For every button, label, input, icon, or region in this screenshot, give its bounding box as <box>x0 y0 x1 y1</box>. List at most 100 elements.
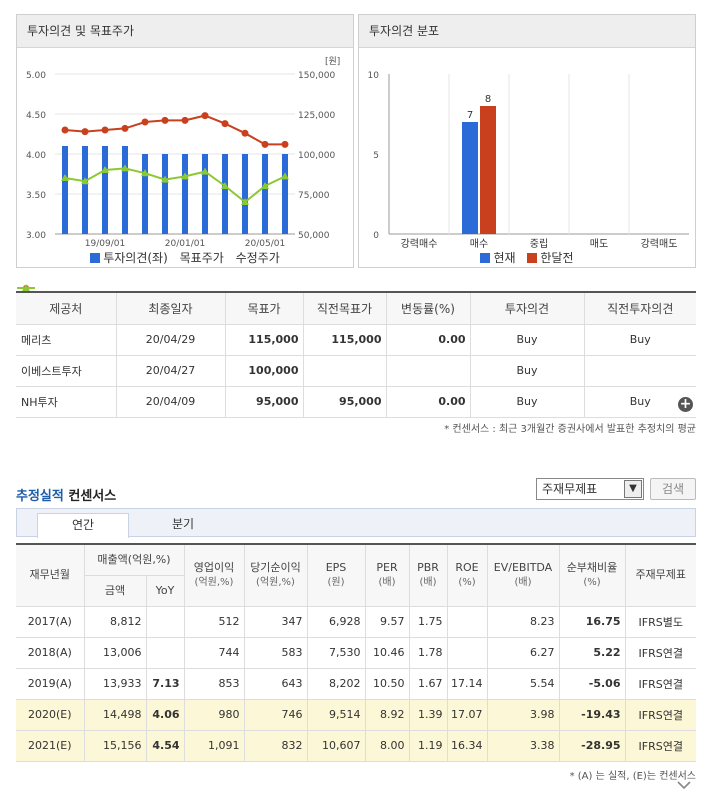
opinion-bar <box>282 154 288 234</box>
legend-target-price: 목표주가 <box>17 249 224 291</box>
table-row: 2018(A) 13,006 744 583 7,530 10.46 1.78 6.27 5.2… <box>16 636 696 669</box>
cell-pbr: 1.78 <box>408 636 448 669</box>
target-price-point <box>61 126 69 134</box>
opinion-bar <box>242 154 248 234</box>
adjusted-price-point <box>61 174 69 181</box>
category-label: 매도 <box>590 238 608 249</box>
col-roe: ROE (%) <box>446 543 488 607</box>
y-left-tick-label: 4.50 <box>26 111 46 121</box>
cell-sales-amount: 14,498 <box>83 698 147 731</box>
chevron-down-icon[interactable] <box>677 780 691 790</box>
opinion-bar <box>122 146 128 234</box>
cell-eps: 7,530 <box>306 636 366 669</box>
col-sales-yoy: YoY <box>145 574 184 607</box>
category-label: 강력매도 <box>641 238 678 249</box>
cell-pbr: 1.19 <box>408 729 448 762</box>
col-prev-opinion: 직전투자의견 <box>583 291 696 325</box>
search-button[interactable]: 검색 <box>650 478 696 500</box>
cell-net-debt: -5.06 <box>558 667 626 700</box>
cell-sales-amount: 15,156 <box>83 729 147 762</box>
table-row: NH투자 20/04/09 95,000 95,000 0.00 Buy Buy <box>16 385 696 418</box>
col-year: 재무년월 <box>16 543 85 607</box>
y-tick-label: 0 <box>373 231 379 241</box>
col-target: 목표가 <box>224 291 304 325</box>
legend-current: 현재 <box>480 249 516 266</box>
opinion-bar <box>182 154 188 234</box>
adjusted-price-line <box>64 167 286 204</box>
cell-year: 2017(A) <box>16 605 85 638</box>
y-right-unit: [원] <box>325 56 340 67</box>
adjusted-price-point <box>201 167 209 175</box>
target-price-point <box>141 118 149 126</box>
adjusted-price-point <box>281 172 289 180</box>
target-price-point <box>241 129 249 137</box>
cell-per: 9.57 <box>364 605 410 638</box>
legend-current-swatch <box>480 253 491 263</box>
category-label: 강력매수 <box>401 238 438 249</box>
col-ev-ebitda: EV/EBITDA (배) <box>486 543 560 607</box>
opinion-bar <box>142 154 148 234</box>
cell-per: 8.92 <box>364 698 410 731</box>
cell-ev-ebitda: 6.27 <box>486 636 560 669</box>
opinion-chart-title: 투자의견 및 목표주가 <box>17 15 353 48</box>
target-price-point <box>101 126 109 134</box>
col-prev-target: 직전목표가 <box>302 291 387 325</box>
cell-net-income: 832 <box>243 729 308 762</box>
cell-net-debt: -28.95 <box>558 729 626 762</box>
target-price-point <box>81 128 89 136</box>
cell-year: 2021(E) <box>16 729 85 762</box>
opinion-bar <box>222 154 228 234</box>
cell-sales-yoy: 4.54 <box>145 729 185 762</box>
legend-bar-swatch <box>90 253 101 263</box>
cell-op-income: 512 <box>183 605 245 638</box>
col-change: 변동률(%) <box>385 291 471 325</box>
table-row: 2017(A) 8,812 512 347 6,928 9.57 1.75 8.23 16.75… <box>16 605 696 638</box>
col-provider: 제공처 <box>16 291 117 325</box>
tab-quarter[interactable]: 분기 <box>171 517 195 531</box>
cell-net-income: 643 <box>243 667 308 700</box>
opinion-target-chart: 5.00 150,000 4.50 125,000 4.00 100,000 3.50 75,… <box>26 56 340 249</box>
y-left-tick-label: 5.00 <box>26 71 46 81</box>
x-tick-label: 20/01/01 <box>165 239 205 249</box>
broker-opinion-table: 제공처 최종일자 목표가 직전목표가 변동률(%) 투자의견 직전투자의견 메리… <box>16 291 696 418</box>
bar-value-label: 7 <box>467 110 473 121</box>
cell-sales-amount: 13,933 <box>83 667 147 700</box>
target-price-point <box>121 124 129 132</box>
cell-op-income: 744 <box>183 636 245 669</box>
opinion-bar <box>102 146 108 234</box>
x-tick-label: 20/05/01 <box>245 239 285 249</box>
legend-month-ago-swatch <box>527 253 538 263</box>
chevron-down-icon[interactable]: ▼ <box>624 480 642 498</box>
y-tick-label: 5 <box>373 151 379 161</box>
adjusted-price-point <box>261 182 269 189</box>
col-date: 최종일자 <box>115 291 226 325</box>
cell-net-income: 347 <box>243 605 308 638</box>
target-price-line <box>64 114 285 146</box>
target-price-point <box>261 140 269 148</box>
cell-ev-ebitda: 3.38 <box>486 729 560 762</box>
expand-plus-icon[interactable]: + <box>678 396 693 412</box>
cell-per: 8.00 <box>364 729 410 762</box>
target-price-point <box>201 112 209 120</box>
col-net-debt: 순부채비율 (%) <box>558 543 626 607</box>
cell-fs: IFRS별도 <box>624 605 696 638</box>
x-tick-label: 19/09/01 <box>85 239 125 249</box>
distribution-bar <box>480 106 496 234</box>
cell-roe: 17.07 <box>446 698 488 731</box>
financial-statement-select[interactable]: 주재무제표 ▼ <box>536 478 644 500</box>
legend-month-ago: 한달전 <box>527 249 574 266</box>
col-per: PER (배) <box>364 543 410 607</box>
col-sales: 매출액(억원,%) <box>83 543 185 576</box>
y-right-tick-label: 75,000 <box>298 191 330 201</box>
y-right-tick-label: 150,000 <box>298 71 335 81</box>
perf-header-row-1: 재무년월 매출액(억원,%) 영업이익 (억원,%) 당기순이익 (억원,%) EP… <box>16 543 696 607</box>
cell-fs: IFRS연결 <box>624 667 696 700</box>
consensus-note: * 컨센서스 : 최근 3개월간 증권사에서 발표한 추정치의 평균 <box>444 424 696 435</box>
target-price-point <box>161 116 169 124</box>
y-right-tick-label: 50,000 <box>298 231 330 241</box>
cell-year: 2018(A) <box>16 636 85 669</box>
tab-annual[interactable]: 연간 <box>37 513 129 538</box>
cell-op-income: 1,091 <box>183 729 245 762</box>
adjusted-price-point <box>121 164 129 172</box>
cell-pbr: 1.67 <box>408 667 448 700</box>
